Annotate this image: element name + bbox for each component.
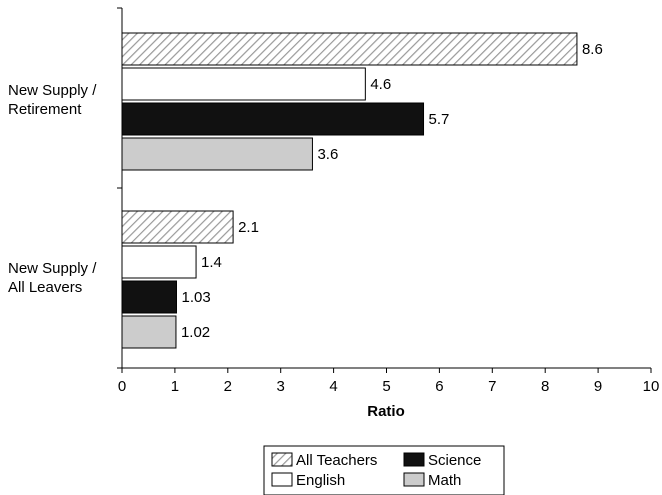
bar-math [121,315,177,349]
bar-english [121,245,197,279]
data-label: 3.6 [317,146,338,163]
x-tick-label: 10 [643,378,660,395]
x-tick-label: 9 [594,378,602,395]
data-label: 1.4 [201,254,222,271]
data-label: 2.1 [238,219,259,236]
legend-swatch-math [403,472,425,487]
x-tick-label: 5 [382,378,390,395]
x-tick-label: 2 [224,378,232,395]
x-tick-label: 1 [171,378,179,395]
category-label: New Supply / [8,82,97,99]
legend-swatch-english [271,472,293,487]
x-tick-label: 0 [118,378,126,395]
x-tick-label: 7 [488,378,496,395]
bar-all-teachers [121,210,234,244]
data-label: 8.6 [582,41,603,58]
category-label: All Leavers [8,279,82,296]
bar-science [121,280,177,314]
category-label: Retirement [8,101,82,118]
x-tick-label: 3 [277,378,285,395]
data-label: 4.6 [370,76,391,93]
legend: All Teachers Science English Math [263,445,505,495]
category-label: New Supply / [8,260,97,277]
data-label: 1.02 [181,324,210,341]
bar-science [121,102,425,136]
legend-label-all-teachers: All Teachers [296,452,377,469]
x-tick-label: 4 [329,378,337,395]
legend-label-english: English [296,472,345,489]
bar-math [121,137,313,171]
legend-swatch-all-teachers [271,452,293,467]
data-label: 1.03 [181,289,210,306]
x-axis-title: Ratio [367,403,405,420]
bar-all-teachers [121,32,578,66]
legend-swatch-science [403,452,425,467]
plot-area: 0 1 2 3 4 5 6 7 8 9 10 New Supply / Retirement New Su… [8,7,660,395]
x-tick-label: 6 [435,378,443,395]
legend-box [263,445,505,495]
bar-english [121,67,366,101]
legend-label-math: Math [428,472,461,489]
data-label: 5.7 [429,111,450,128]
x-tick-label: 8 [541,378,549,395]
legend-label-science: Science [428,452,481,469]
